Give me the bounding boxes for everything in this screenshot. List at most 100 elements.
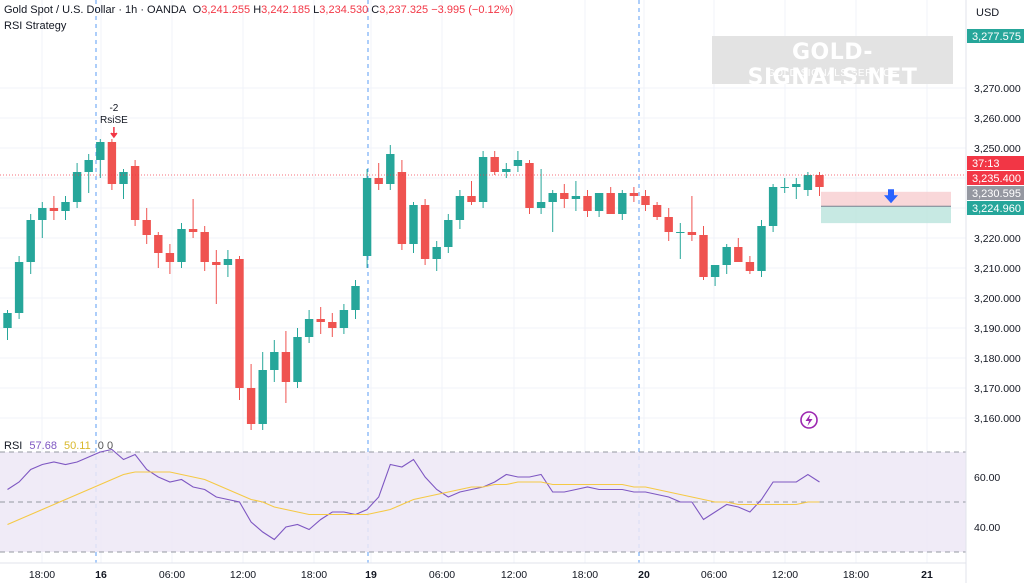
time-tick-label: 06:00 (701, 569, 727, 581)
candle (84, 154, 93, 193)
symbol-header[interactable]: Gold Spot / U.S. Dollar · 1h · OANDA O3,… (4, 4, 513, 16)
rsi-name: RSI (4, 440, 23, 452)
rsi-ma-line (7, 471, 820, 526)
rsi-tick-label: 60.00 (974, 472, 1000, 484)
candle (72, 163, 82, 208)
rsi-levels (0, 451, 966, 553)
mid-price-tag: 3,230.595 (972, 188, 1021, 200)
time-tick-label: 12:00 (772, 569, 798, 581)
candle (386, 145, 395, 190)
time-tick-label: 18:00 (843, 569, 869, 581)
time-tick-label: 16 (95, 569, 107, 581)
low-value: 3,234.530 (319, 4, 369, 16)
close-value: 3,237.325 (379, 4, 429, 16)
candle (3, 310, 12, 340)
loss-zone (821, 191, 951, 207)
signal-marker: -2 RsiSE (100, 103, 128, 139)
candle (130, 160, 140, 226)
session-separators (95, 0, 640, 563)
rsi-line (7, 448, 820, 541)
time-tick-label: 06:00 (159, 569, 185, 581)
candle (803, 172, 813, 196)
watermark: GOLD-SIGNALS.NET GOLD SIGNALS SERVICE (712, 36, 953, 90)
rsi-ticks: 40.00 60.00 (974, 472, 1000, 534)
strategy-label[interactable]: RSI Strategy (4, 20, 67, 32)
time-tick-label: 18:00 (572, 569, 598, 581)
candle (745, 256, 755, 274)
candle (629, 187, 639, 202)
candle (235, 256, 244, 400)
price-tick-label: 3,260.000 (974, 113, 1021, 125)
candle (734, 238, 743, 262)
candle (444, 214, 453, 253)
candle (328, 313, 337, 337)
candle (142, 208, 151, 244)
candle (490, 151, 499, 175)
price-tick-label: 3,180.000 (974, 353, 1021, 365)
rsi-value: 57.68 (29, 440, 57, 452)
high-value: 3,242.185 (261, 4, 311, 16)
candle (525, 160, 534, 214)
rsi-extra: 0 0 (97, 440, 114, 452)
signal-label: RsiSE (100, 115, 128, 126)
candle (26, 214, 35, 274)
candle (397, 160, 407, 250)
open-value: 3,241.255 (201, 4, 251, 16)
close-label: C (371, 4, 380, 16)
candle (270, 340, 279, 382)
position-box (821, 189, 951, 224)
candle (548, 190, 557, 232)
price-tick-label: 3,250.000 (974, 143, 1021, 155)
candle (710, 265, 720, 286)
candle (571, 181, 581, 211)
profit-zone (821, 206, 951, 224)
symbol-title[interactable]: Gold Spot / U.S. Dollar · 1h · OANDA (4, 4, 186, 16)
candle (652, 202, 662, 220)
candle (14, 256, 24, 319)
rsi-tick-label: 40.00 (974, 522, 1000, 534)
candle (641, 190, 650, 211)
price-tick-label: 3,270.000 (974, 83, 1021, 95)
candle (478, 151, 488, 208)
candle (560, 184, 569, 208)
candle (792, 178, 801, 199)
candle (351, 280, 360, 319)
candle (455, 190, 465, 229)
candle (49, 196, 59, 220)
time-tick-label: 20 (638, 569, 650, 581)
rsi-header[interactable]: RSI 57.68 50.11 0 0 (4, 440, 113, 452)
candle (664, 208, 673, 241)
watermark-subtitle: GOLD SIGNALS SERVICE (767, 68, 898, 79)
arrow-down-icon (884, 189, 898, 204)
candle (513, 151, 523, 172)
watermark-title: GOLD-SIGNALS.NET (747, 40, 918, 90)
ohlc-values: O3,241.255 H3,242.185 L3,234.530 C3,237.… (193, 4, 514, 16)
currency-label: USD (976, 7, 999, 19)
candle (420, 199, 430, 265)
candle (246, 364, 256, 430)
candle (618, 190, 627, 220)
time-tick-label: 21 (921, 569, 933, 581)
time-tick-label: 18:00 (29, 569, 55, 581)
candle (107, 139, 117, 190)
candle (316, 307, 325, 334)
candle (374, 163, 383, 190)
candle (200, 226, 209, 271)
mid-price-tag-bg (967, 186, 1024, 200)
candle (780, 178, 789, 193)
countdown-tag-bg (967, 156, 1024, 170)
lightning-icon[interactable] (800, 411, 818, 429)
high-tag-bg (967, 29, 1024, 43)
candle (212, 250, 221, 304)
candle (281, 331, 291, 403)
candle (583, 190, 592, 217)
rsi-ma-value: 50.11 (64, 440, 91, 452)
candle (606, 187, 615, 214)
candle (258, 352, 267, 430)
low-label: L (313, 4, 320, 16)
signal-qty: -2 (109, 103, 118, 114)
price-tags: 3,277.575 37:13 3,235.400 3,230.595 3,22… (967, 29, 1024, 215)
candle (722, 244, 731, 274)
